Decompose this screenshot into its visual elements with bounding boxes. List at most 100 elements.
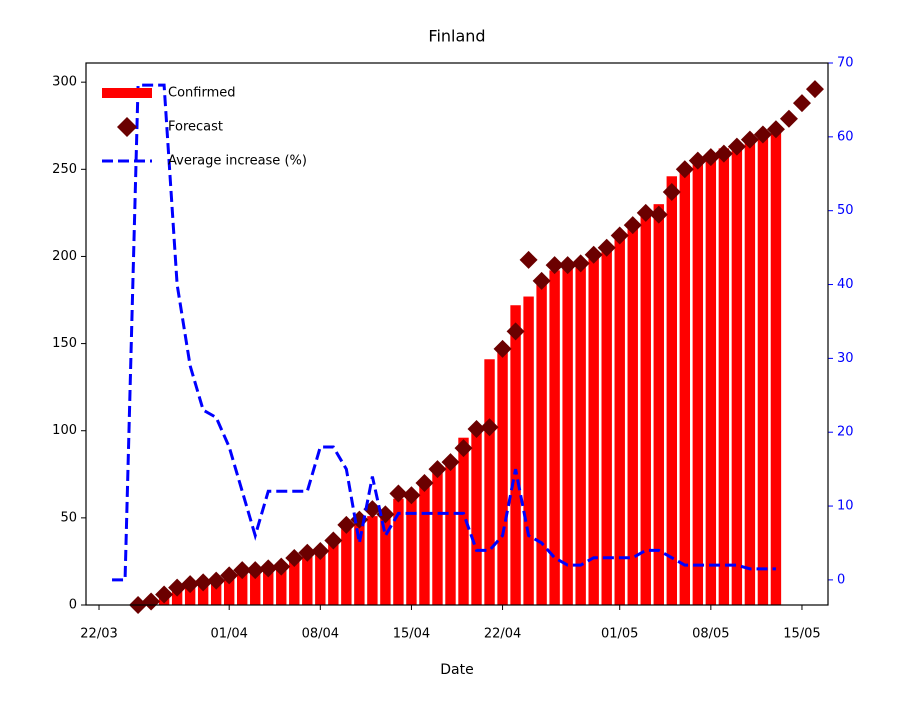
y2-tick-label: 60 (837, 129, 854, 144)
bar (419, 479, 430, 605)
y2-tick-label: 40 (837, 277, 854, 292)
bar (432, 467, 443, 605)
forecast-marker (311, 541, 330, 560)
bar (210, 580, 222, 605)
forecast-marker (558, 256, 577, 275)
legend-label: Forecast (168, 120, 223, 135)
bar (484, 359, 495, 605)
x-tick-label: 15/05 (783, 627, 820, 642)
y2-tick-label: 20 (837, 425, 854, 440)
forecast-marker (779, 109, 798, 128)
bar (354, 519, 365, 605)
forecast-marker (402, 486, 421, 505)
bar (653, 204, 664, 605)
y-tick-label: 150 (52, 336, 77, 351)
forecast-marker (324, 531, 343, 550)
x-tick-label: 22/04 (484, 627, 521, 642)
forecast-marker (792, 94, 811, 113)
y2-tick-label: 10 (837, 499, 854, 514)
bar (614, 237, 625, 605)
forecast-marker (610, 226, 629, 245)
bar (289, 557, 300, 605)
forecast-marker (415, 474, 434, 493)
bar (341, 526, 352, 605)
bar (367, 516, 378, 605)
x-tick-label: 08/04 (302, 627, 339, 642)
forecast-marker (597, 238, 616, 257)
forecast-marker (506, 322, 525, 341)
bar (471, 427, 482, 605)
forecast-marker (519, 250, 538, 269)
bar (757, 132, 769, 605)
forecast-marker (545, 256, 564, 275)
forecast-marker (636, 203, 655, 222)
bar (393, 498, 404, 605)
bar (237, 570, 248, 605)
plot-frame (85, 62, 829, 606)
forecast-marker (584, 245, 603, 264)
forecast-marker (181, 575, 200, 594)
y-tick-label: 200 (52, 249, 77, 264)
x-tick-label: 01/04 (210, 627, 247, 642)
forecast-marker (623, 216, 642, 235)
x-tick-label: 22/03 (80, 627, 117, 642)
x-axis-label: Date (440, 662, 473, 678)
bar (184, 584, 196, 605)
x-tick-label: 08/05 (692, 627, 729, 642)
bar (380, 510, 391, 605)
forecast-marker (571, 254, 590, 273)
legend-label: Confirmed (168, 86, 236, 101)
bar (770, 125, 782, 605)
forecast-marker (441, 453, 460, 472)
bar (601, 245, 612, 605)
bar (523, 296, 534, 605)
forecast-marker (714, 144, 733, 163)
bar (562, 268, 573, 605)
bar (328, 538, 339, 605)
legend-swatch (117, 117, 137, 137)
y-tick-label: 50 (60, 510, 77, 525)
forecast-marker (467, 419, 486, 438)
forecast-marker (701, 148, 720, 167)
average-line (112, 83, 776, 582)
bar (263, 570, 274, 605)
bar (510, 305, 521, 605)
chart-title: Finland (428, 27, 485, 46)
bar (679, 165, 691, 605)
bar (536, 279, 547, 605)
forecast-marker (155, 585, 174, 604)
forecast-marker (662, 182, 681, 201)
bar (197, 582, 209, 605)
forecast-marker (337, 515, 356, 534)
forecast-marker (532, 271, 551, 290)
forecast-marker (493, 339, 512, 358)
forecast-marker (675, 160, 694, 179)
bar (406, 493, 417, 605)
x-tick-label: 15/04 (393, 627, 430, 642)
forecast-marker (233, 561, 252, 580)
forecast-marker (428, 460, 447, 479)
bar (705, 153, 717, 606)
y-tick-label: 100 (52, 423, 77, 438)
bar (627, 225, 638, 606)
bar (445, 458, 456, 605)
bar (640, 212, 651, 605)
bar (302, 552, 313, 605)
bar (718, 148, 730, 605)
forecast-marker (740, 130, 759, 149)
bar (276, 566, 287, 605)
forecast-marker (805, 80, 824, 99)
bar (588, 254, 599, 606)
forecast-marker (753, 125, 772, 144)
bar (666, 176, 677, 606)
y2-tick-label: 50 (837, 203, 854, 218)
x-tick-label: 01/05 (601, 627, 638, 642)
bar (549, 270, 560, 605)
forecast-marker (246, 561, 265, 580)
y2-tick-label: 70 (837, 56, 854, 71)
bar (458, 437, 469, 605)
forecast-marker (272, 557, 291, 576)
forecast-marker (688, 151, 707, 170)
forecast-marker (194, 573, 213, 592)
forecast-marker (727, 137, 746, 156)
